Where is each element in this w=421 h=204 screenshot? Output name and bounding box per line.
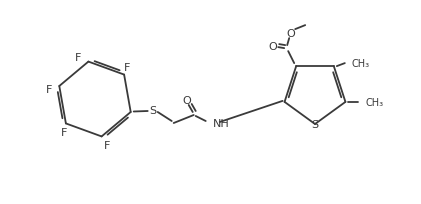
Text: F: F [61,128,67,138]
Text: S: S [312,119,319,129]
Text: S: S [149,105,156,115]
Text: O: O [287,29,296,39]
Text: NH: NH [213,118,229,128]
Text: O: O [269,42,277,52]
Text: F: F [75,52,82,62]
Text: CH₃: CH₃ [352,59,370,69]
Text: F: F [124,62,130,72]
Text: F: F [104,141,110,151]
Text: CH₃: CH₃ [365,98,384,107]
Text: O: O [182,95,191,105]
Text: F: F [46,85,53,94]
